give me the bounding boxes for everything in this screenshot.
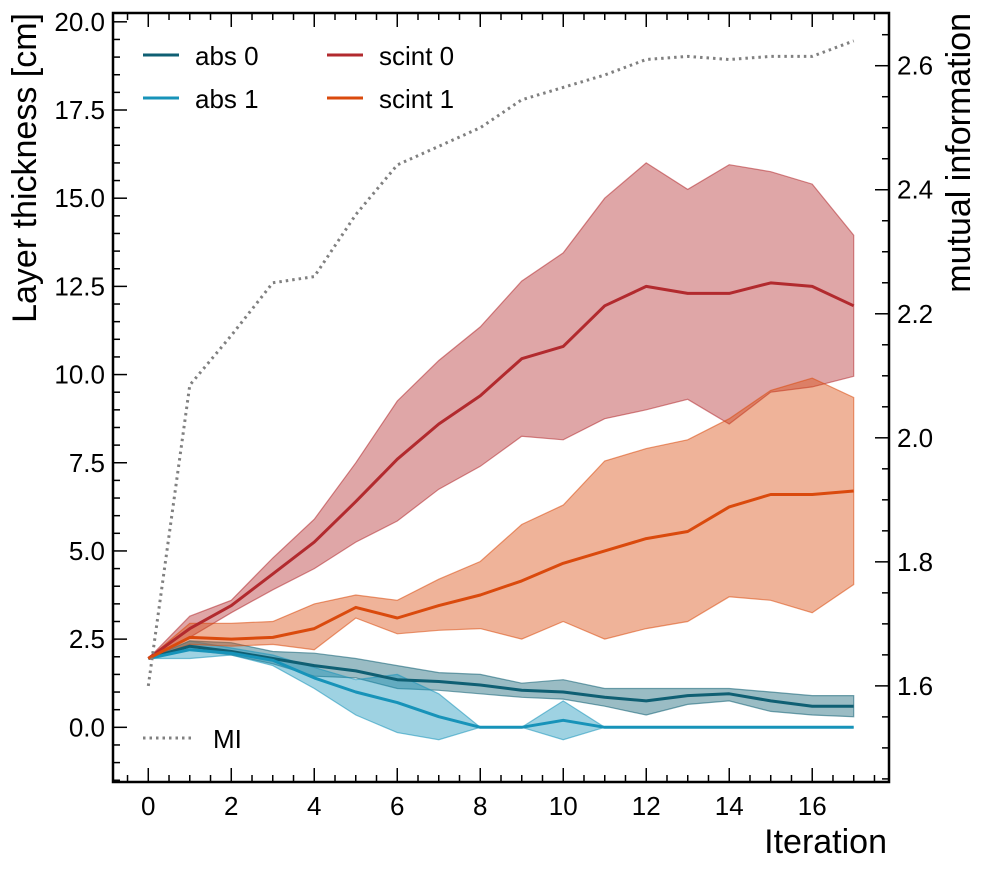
y-tick-label: 15.0 <box>54 183 105 213</box>
axis-tick-labels: 0 2 4 6 8 10 12 14 16 0.0 2.5 5.0 7.5 10.0 12.5 15.0 17.… <box>54 7 933 821</box>
y2-tick-label: 1.8 <box>897 547 933 577</box>
line-mi <box>146 39 855 687</box>
x-tick-label: 12 <box>632 791 661 821</box>
x-tick-label: 0 <box>141 791 155 821</box>
legend-label-scint-1: scint 1 <box>379 84 454 114</box>
legend-label-mi: MI <box>213 724 242 754</box>
y2-tick-label: 2.2 <box>897 299 933 329</box>
legend-label-scint-0: scint 0 <box>379 41 454 71</box>
y-tick-label: 5.0 <box>69 536 105 566</box>
series-lines <box>147 281 855 729</box>
legend-label-abs-1: abs 1 <box>195 84 259 114</box>
mi-layer <box>146 39 855 687</box>
y2-tick-label: 2.6 <box>897 51 933 81</box>
x-tick-label: 4 <box>307 791 321 821</box>
y2-tick-label: 2.4 <box>897 175 933 205</box>
y2-tick-label: 2.0 <box>897 423 933 453</box>
y-tick-label: 2.5 <box>69 624 105 654</box>
legend-mi: MI <box>143 724 242 754</box>
x-tick-label: 10 <box>549 791 578 821</box>
x-tick-label: 8 <box>473 791 487 821</box>
legend-label-abs-0: abs 0 <box>195 41 259 71</box>
line-abs-0 <box>147 644 854 708</box>
x-tick-label: 16 <box>798 791 827 821</box>
y2-axis-title: mutual information <box>940 13 978 293</box>
line-scint-1 <box>147 489 854 660</box>
x-tick-label: 6 <box>390 791 404 821</box>
y-axis-title: Layer thickness [cm] <box>6 13 44 323</box>
y-tick-label: 20.0 <box>54 7 105 37</box>
legend: abs 0 abs 1 scint 0 scint 1 <box>143 41 454 114</box>
y-tick-label: 7.5 <box>69 448 105 478</box>
x-tick-label: 14 <box>715 791 744 821</box>
x-axis-title: Iteration <box>764 823 887 861</box>
y2-tick-label: 1.6 <box>897 671 933 701</box>
x-tick-label: 2 <box>224 791 238 821</box>
line-abs-1 <box>147 648 854 729</box>
axis-ticks <box>113 13 889 782</box>
y-tick-label: 0.0 <box>69 712 105 742</box>
line-scint-0 <box>147 281 855 660</box>
y-tick-label: 10.0 <box>54 360 105 390</box>
y-tick-label: 12.5 <box>54 271 105 301</box>
y-tick-label: 17.5 <box>54 95 105 125</box>
